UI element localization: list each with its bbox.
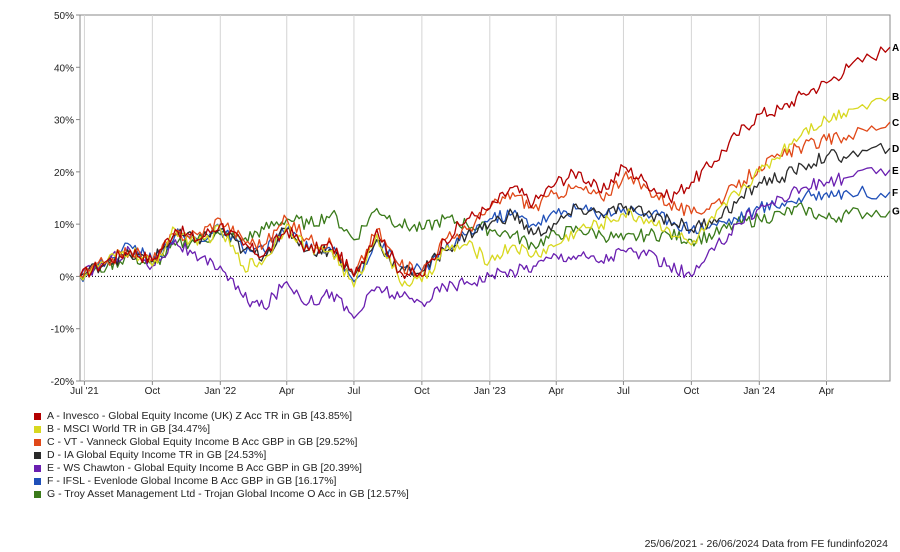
series-end-label: C xyxy=(892,118,899,129)
plot-area xyxy=(79,14,891,382)
series-line-B xyxy=(79,95,891,288)
legend-item: G - Troy Asset Management Ltd - Trojan G… xyxy=(34,488,409,501)
x-tick-label: Oct xyxy=(145,386,161,397)
series-end-label: D xyxy=(892,144,899,155)
series-line-D xyxy=(79,142,891,278)
series-end-label: A xyxy=(892,43,899,54)
x-tick-label: Apr xyxy=(279,386,295,397)
series-end-label: B xyxy=(892,92,899,103)
y-tick-label: -10% xyxy=(51,325,74,336)
x-tick-label: Jan '24 xyxy=(743,386,775,397)
legend-label: G - Troy Asset Management Ltd - Trojan G… xyxy=(47,488,409,500)
x-tick-label: Apr xyxy=(548,386,564,397)
legend-label: E - WS Chawton - Global Equity Income B … xyxy=(47,462,362,474)
y-tick-label: 0% xyxy=(60,272,75,283)
line-chart: 50% 40% 30% 20% 10% 0% -10% -20% Jul '21 Oct Jan … xyxy=(51,11,900,397)
y-tick-label: 40% xyxy=(54,63,74,74)
y-tick-label: 20% xyxy=(54,168,74,179)
x-tick-label: Jul '21 xyxy=(70,386,99,397)
legend: A - Invesco - Global Equity Income (UK) … xyxy=(34,410,409,501)
series-end-label: G xyxy=(892,207,900,218)
x-tick-label: Oct xyxy=(414,386,430,397)
series-lines xyxy=(79,46,891,319)
x-tick-label: Jul xyxy=(348,386,361,397)
legend-item: E - WS Chawton - Global Equity Income B … xyxy=(34,462,409,475)
legend-label: C - VT - Vanneck Global Equity Income B … xyxy=(47,436,358,448)
series-end-label: E xyxy=(892,166,899,177)
legend-label: F - IFSL - Evenlode Global Income B Acc … xyxy=(47,475,337,487)
legend-item: D - IA Global Equity Income TR in GB [24… xyxy=(34,449,409,462)
series-end-label: F xyxy=(892,188,898,199)
legend-swatch xyxy=(34,478,41,485)
y-tick-label: 10% xyxy=(54,220,74,231)
y-axis: 50% 40% 30% 20% 10% 0% -10% -20% xyxy=(51,11,80,388)
legend-swatch xyxy=(34,465,41,472)
x-tick-label: Jan '22 xyxy=(204,386,236,397)
legend-label: A - Invesco - Global Equity Income (UK) … xyxy=(47,410,353,422)
legend-item: A - Invesco - Global Equity Income (UK) … xyxy=(34,410,409,423)
x-tick-label: Apr xyxy=(819,386,835,397)
x-tick-label: Jan '23 xyxy=(474,386,506,397)
x-tick-label: Oct xyxy=(684,386,700,397)
legend-swatch xyxy=(34,439,41,446)
legend-swatch xyxy=(34,426,41,433)
series-line-E xyxy=(79,166,891,319)
series-line-A xyxy=(79,46,891,280)
y-tick-label: 30% xyxy=(54,116,74,127)
legend-label: D - IA Global Equity Income TR in GB [24… xyxy=(47,449,267,461)
legend-label: B - MSCI World TR in GB [34.47%] xyxy=(47,423,210,435)
x-tick-label: Jul xyxy=(617,386,630,397)
legend-item: B - MSCI World TR in GB [34.47%] xyxy=(34,423,409,436)
vertical-gridlines xyxy=(83,15,827,381)
y-tick-label: -20% xyxy=(51,377,74,388)
legend-swatch xyxy=(34,452,41,459)
legend-item: F - IFSL - Evenlode Global Income B Acc … xyxy=(34,475,409,488)
legend-item: C - VT - Vanneck Global Equity Income B … xyxy=(34,436,409,449)
legend-swatch xyxy=(34,413,41,420)
x-axis: Jul '21 Oct Jan '22 Apr Jul Oct Jan '23 Apr Jul O… xyxy=(70,381,835,397)
y-tick-label: 50% xyxy=(54,11,74,22)
legend-swatch xyxy=(34,491,41,498)
data-source-footer: 25/06/2021 - 26/06/2024 Data from FE fun… xyxy=(644,538,888,550)
series-line-C xyxy=(79,121,891,278)
